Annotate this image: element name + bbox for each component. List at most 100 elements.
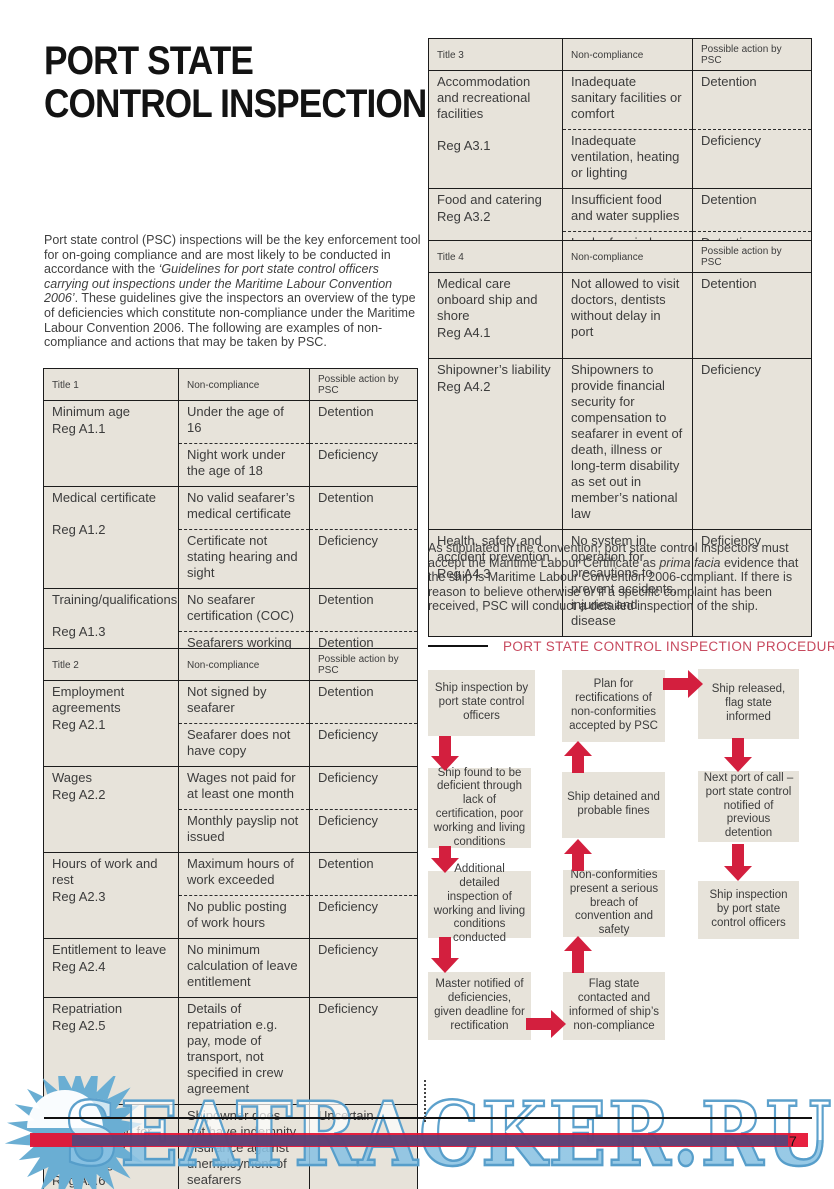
- table-cell-action: Deficiency: [309, 938, 418, 998]
- intro-text-italic: ‘Guidelines for port state control offic…: [44, 262, 393, 306]
- flow-box: Next port of call – port state control n…: [698, 771, 799, 842]
- intro-text-post: . These guidelines give the inspectors a…: [44, 291, 416, 350]
- table-group-title: Shipowner’s liability Reg A4.2: [428, 358, 563, 530]
- page-title: PORT STATE CONTROL INSPECTION: [44, 40, 479, 126]
- table-cell-noncompliance: Seafarer does not have copy: [178, 723, 310, 767]
- table-group-title: Accommodation and recreational facilitie…: [428, 70, 563, 189]
- table-cell-noncompliance: Wages not paid for at least one month: [178, 766, 310, 810]
- table-cell-action: Deficiency: [692, 129, 812, 189]
- group-reg-text: Reg A3.1: [437, 138, 491, 153]
- table-group-title: Wages Reg A2.2: [43, 766, 179, 853]
- group-title-text: Training/qualifications: [52, 592, 178, 607]
- table-cell-noncompliance: Details of repatriation e.g. pay, mode o…: [178, 997, 310, 1105]
- flow-arrow-down-icon: [431, 846, 459, 873]
- table-group-title: Health, safety and accident prevention Re…: [428, 529, 563, 637]
- table-cell-action: Detention: [309, 588, 418, 632]
- table-cell-action: Deficiency: [309, 723, 418, 767]
- flow-arrow-right-icon: [526, 1010, 566, 1038]
- group-reg-text: Reg A2.5: [52, 1018, 106, 1033]
- table-cell-noncompliance: No public posting of work hours: [178, 895, 310, 939]
- table-header-cell: Title 4: [428, 240, 563, 273]
- flow-arrow-down-icon: [724, 738, 752, 772]
- table-cell-noncompliance: Shipowners to provide financial security…: [562, 358, 693, 530]
- group-title-text: Shipowner’s liability: [437, 362, 551, 377]
- group-reg-text: Reg A1.1: [52, 421, 106, 436]
- flow-arrow-down-icon: [724, 844, 752, 881]
- convention-text-post: evidence that the ship is Maritime Labou…: [428, 555, 799, 614]
- intro-text-pre: Port state control (PSC) inspections wil…: [44, 233, 421, 277]
- group-title-text: Medical certificate: [52, 490, 157, 505]
- table-group-title: Entitlement to leave Reg A2.4: [43, 938, 179, 998]
- group-title-text: Entitlement to leave: [52, 942, 167, 957]
- footer-rule: [44, 1117, 812, 1119]
- table-cell-noncompliance: Inadequate sanitary facilities or comfor…: [562, 70, 693, 130]
- table-header-cell: Title 2: [43, 648, 179, 681]
- table-cell-action: Detention: [309, 852, 418, 896]
- flow-box: Master notified of deficiencies, given d…: [428, 972, 531, 1040]
- flow-arrow-up-icon: [564, 741, 592, 773]
- table-cell-noncompliance: Monthly payslip not issued: [178, 809, 310, 853]
- page-number: 7: [789, 1133, 797, 1149]
- table-header-cell: Possible action by PSC: [692, 38, 812, 71]
- table-cell-noncompliance: No system in operation for precautions t…: [562, 529, 693, 637]
- heading-rule: [428, 645, 488, 647]
- table-cell-action: Deficiency: [692, 529, 812, 637]
- table-cell-action: Deficiency: [309, 809, 418, 853]
- table-cell-noncompliance: No seafarer certification (COC): [178, 588, 310, 632]
- group-title-text: Repatriation: [52, 1001, 123, 1016]
- table-cell-action: Detention: [692, 272, 812, 359]
- group-reg-text: Reg A4.3: [437, 566, 491, 581]
- table-header-cell: Non-compliance: [178, 648, 310, 681]
- table-cell-noncompliance: No minimum calculation of leave entitlem…: [178, 938, 310, 998]
- page-title-line2: CONTROL INSPECTION: [44, 82, 427, 126]
- psc-procedure-flowchart: Ship inspection by port state control of…: [425, 665, 823, 1050]
- table-cell-action: Deficiency: [309, 529, 418, 589]
- table-cell-noncompliance: Not signed by seafarer: [178, 680, 310, 724]
- group-reg-text: Reg A2.1: [52, 717, 106, 732]
- group-reg-text: Reg A1.3: [52, 624, 106, 639]
- table-header-cell: Non-compliance: [562, 240, 693, 273]
- table-header-cell: Possible action by PSC: [692, 240, 812, 273]
- column-dotted-mark: [424, 1080, 426, 1122]
- flow-box: Non-conformities present a serious breac…: [563, 869, 665, 937]
- group-reg-text: Reg A1.2: [52, 522, 106, 537]
- group-title-text: Medical care onboard ship and shore: [437, 276, 538, 323]
- flow-box: Ship inspection by port state control of…: [428, 670, 535, 736]
- table-group-title: Hours of work and rest Reg A2.3: [43, 852, 179, 939]
- flow-arrow-up-icon: [564, 936, 592, 973]
- flow-heading-text: PORT STATE CONTROL INSPECTION PROCEDURE: [503, 639, 834, 654]
- group-title-text: Accommodation and recreational facilitie…: [437, 74, 531, 121]
- flow-box: Ship inspection by port state control of…: [698, 881, 799, 939]
- watermark: SEATRACKER.RU: [0, 1076, 834, 1189]
- table-cell-action: Deficiency: [309, 766, 418, 810]
- flow-arrow-right-icon: [663, 670, 703, 698]
- table-cell-action: Detention: [692, 188, 812, 232]
- flow-box: Ship found to be deficient through lack …: [428, 767, 531, 848]
- table-cell-noncompliance: Certificate not stating hearing and sigh…: [178, 529, 310, 589]
- table-header-cell: Non-compliance: [562, 38, 693, 71]
- group-title-text: Employment agreements: [52, 684, 125, 715]
- table-title2: Title 2 Non-compliance Possible action by …: [43, 648, 418, 1189]
- table-cell-action: Deficiency: [309, 443, 418, 487]
- table-header-cell: Title 3: [428, 38, 563, 71]
- flow-box: Additional detailed inspection of workin…: [428, 863, 531, 944]
- group-reg-text: Reg A3.2: [437, 209, 491, 224]
- table-header-cell: Possible action by PSC: [309, 368, 418, 401]
- table-cell-action: Detention: [309, 400, 418, 444]
- group-reg-text: Reg A4.2: [437, 379, 491, 394]
- group-title-text: Minimum age: [52, 404, 131, 419]
- group-title-text: Hours of work and rest: [52, 856, 158, 887]
- table-header-cell: Non-compliance: [178, 368, 310, 401]
- group-reg-text: Reg A2.3: [52, 889, 106, 904]
- flow-arrow-down-icon: [431, 736, 459, 771]
- group-title-text: Health, safety and accident prevention: [437, 533, 550, 564]
- flow-arrow-up-icon: [564, 839, 592, 871]
- table-cell-noncompliance: Insufficient food and water supplies: [562, 188, 693, 232]
- group-reg-text: Reg A2.4: [52, 959, 106, 974]
- table-header-cell: Title 1: [43, 368, 179, 401]
- table-cell-noncompliance: Not allowed to visit doctors, dentists w…: [562, 272, 693, 359]
- convention-text-italic: prima facia: [659, 555, 721, 570]
- table-cell-action: Deficiency: [309, 997, 418, 1105]
- table-title4: Title 4 Non-compliance Possible action by …: [428, 240, 812, 637]
